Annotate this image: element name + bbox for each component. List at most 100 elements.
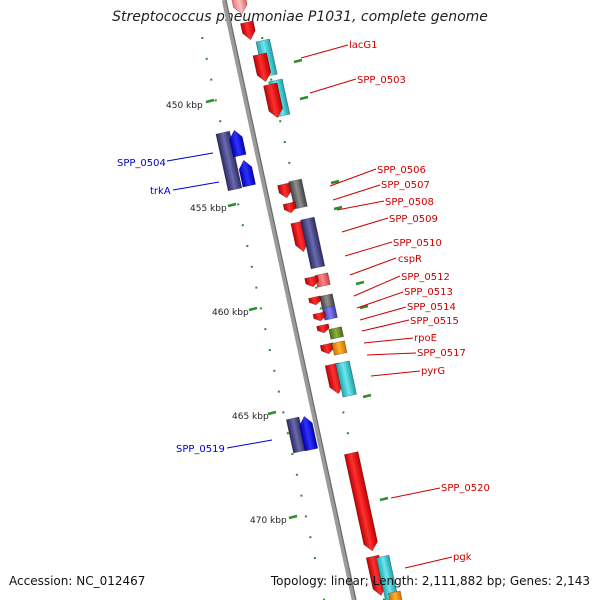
genome-backbone: [221, 0, 357, 600]
gene-SPP_0515-shape: [312, 311, 326, 322]
gene-label-SPP_0517[interactable]: SPP_0517: [417, 348, 466, 359]
gene-SPP_0513-shape: [319, 293, 336, 309]
gene-label-rpoE[interactable]: rpoE: [414, 333, 437, 344]
tick-dot-left: [264, 328, 267, 331]
gene-pink-top: [230, 0, 248, 15]
gene-pyrG: [335, 360, 357, 398]
gene-label-SPP_0512[interactable]: SPP_0512: [401, 272, 450, 283]
gene-SPP_0507-shape: [288, 178, 308, 210]
gene-label-SPP_0504[interactable]: SPP_0504: [117, 158, 166, 169]
gene-SPP_0512: [304, 275, 319, 288]
tick-dot-left: [241, 224, 244, 227]
leader-line: [226, 439, 273, 449]
gene-red-2: [252, 52, 272, 83]
tick-dot-left: [237, 203, 240, 206]
scale-label-455: 455 kbp: [190, 204, 227, 214]
tick-dot-left: [282, 411, 285, 414]
leader-line: [404, 556, 453, 569]
tick-dot-right: [382, 598, 385, 600]
label-leaders: [166, 44, 453, 569]
gene-orange: [331, 340, 348, 356]
topology-text: Topology: linear; Length: 2,111,882 bp; …: [270, 574, 590, 588]
map-title: Streptococcus pneumoniae P1031, complete…: [112, 9, 488, 25]
gene-cspR-shape: [314, 272, 331, 288]
tick-dot-right: [319, 307, 322, 310]
gene-SPP_0517: [319, 342, 335, 355]
gene-SPP_0506: [277, 182, 293, 199]
tick-dot-right: [342, 411, 345, 414]
gene-label-SPP_0508[interactable]: SPP_0508: [385, 197, 434, 208]
major-tick-right: [355, 280, 365, 286]
leader-line: [344, 241, 393, 257]
leader-line: [363, 337, 414, 344]
scale-label-450: 450 kbp: [166, 101, 203, 111]
gene-red-1: [240, 20, 256, 41]
gene-label-SPP_0509[interactable]: SPP_0509: [389, 214, 438, 225]
leader-line: [172, 181, 220, 191]
gene-small-2: [316, 323, 330, 334]
major-tick-right: [333, 205, 343, 211]
gene-SPP_0510-shape: [300, 216, 326, 270]
gene-SPP_0507: [288, 178, 308, 210]
gene-label-SPP_0515[interactable]: SPP_0515: [410, 316, 459, 327]
tick-dot-left: [286, 432, 289, 435]
leader-line: [353, 275, 401, 297]
gene-label-trkA[interactable]: trkA: [150, 186, 171, 197]
tick-dot-left: [291, 453, 294, 455]
gene-rpoE-shape: [328, 326, 344, 340]
gene-label-SPP_0520[interactable]: SPP_0520: [441, 483, 490, 494]
tick-dot-left: [313, 557, 316, 559]
gene-small-1-shape: [308, 295, 322, 306]
genome-backbone-shadow: [225, 0, 357, 600]
tick-dot-left: [205, 57, 208, 60]
gene-label-pyrG[interactable]: pyrG: [421, 366, 445, 377]
tick-dot-left: [255, 286, 258, 289]
gene-SPP_0506-shape: [277, 182, 293, 199]
leader-line: [166, 152, 214, 162]
gene-label-SPP_0507[interactable]: SPP_0507: [381, 180, 430, 191]
major-tick: [288, 514, 298, 520]
gene-pyrG-shape: [335, 360, 357, 398]
tick-dot-left: [309, 536, 312, 539]
leader-line: [309, 78, 357, 94]
gene-small-1: [308, 295, 322, 306]
leader-line: [366, 352, 417, 356]
gene-label-lacG1[interactable]: lacG1: [349, 40, 378, 51]
gene-label-SPP_0510[interactable]: SPP_0510: [393, 238, 442, 249]
gene-label-SPP_0519[interactable]: SPP_0519: [176, 444, 225, 455]
gene-SPP_0519: [299, 415, 319, 452]
tick-dot-left: [268, 349, 271, 351]
tick-dot-left: [250, 265, 253, 268]
gene-label-SPP_0506[interactable]: SPP_0506: [377, 165, 426, 176]
major-tick: [227, 202, 237, 208]
gene-features: [215, 0, 403, 600]
tick-dot-left: [259, 307, 262, 310]
gene-rpoE: [328, 326, 344, 340]
tick-dot-right: [288, 161, 291, 164]
gene-label-pgk[interactable]: pgk: [453, 552, 472, 563]
leader-line: [341, 217, 389, 233]
gene-label-SPP_0503[interactable]: SPP_0503: [357, 75, 406, 86]
gene-SPP_0504-shape: [215, 130, 243, 192]
tick-dot-left: [201, 37, 204, 39]
gene-red-2-shape: [252, 52, 272, 83]
gene-label-SPP_0514[interactable]: SPP_0514: [407, 302, 456, 313]
leader-line: [329, 168, 377, 187]
accession-text: Accession: NC_012467: [9, 574, 146, 588]
leader-line: [359, 306, 407, 321]
tick-dot-left: [210, 78, 213, 81]
gene-SPP_0508-shape: [282, 201, 297, 214]
tick-dot-left: [246, 245, 249, 247]
gene-label-cspR[interactable]: cspR: [398, 254, 422, 265]
gene-SPP_0510: [300, 216, 326, 270]
scale-label-465: 465 kbp: [232, 412, 269, 422]
leader-line: [336, 200, 385, 211]
gene-blue-1: [229, 129, 247, 158]
major-tick-right: [379, 496, 389, 502]
tick-dot-left: [304, 515, 307, 518]
gene-small-2-shape: [316, 323, 330, 334]
scale-label-460: 460 kbp: [212, 308, 249, 318]
tick-dot-right: [261, 37, 264, 39]
gene-label-SPP_0513[interactable]: SPP_0513: [404, 287, 453, 298]
gene-trkA: [238, 159, 256, 188]
